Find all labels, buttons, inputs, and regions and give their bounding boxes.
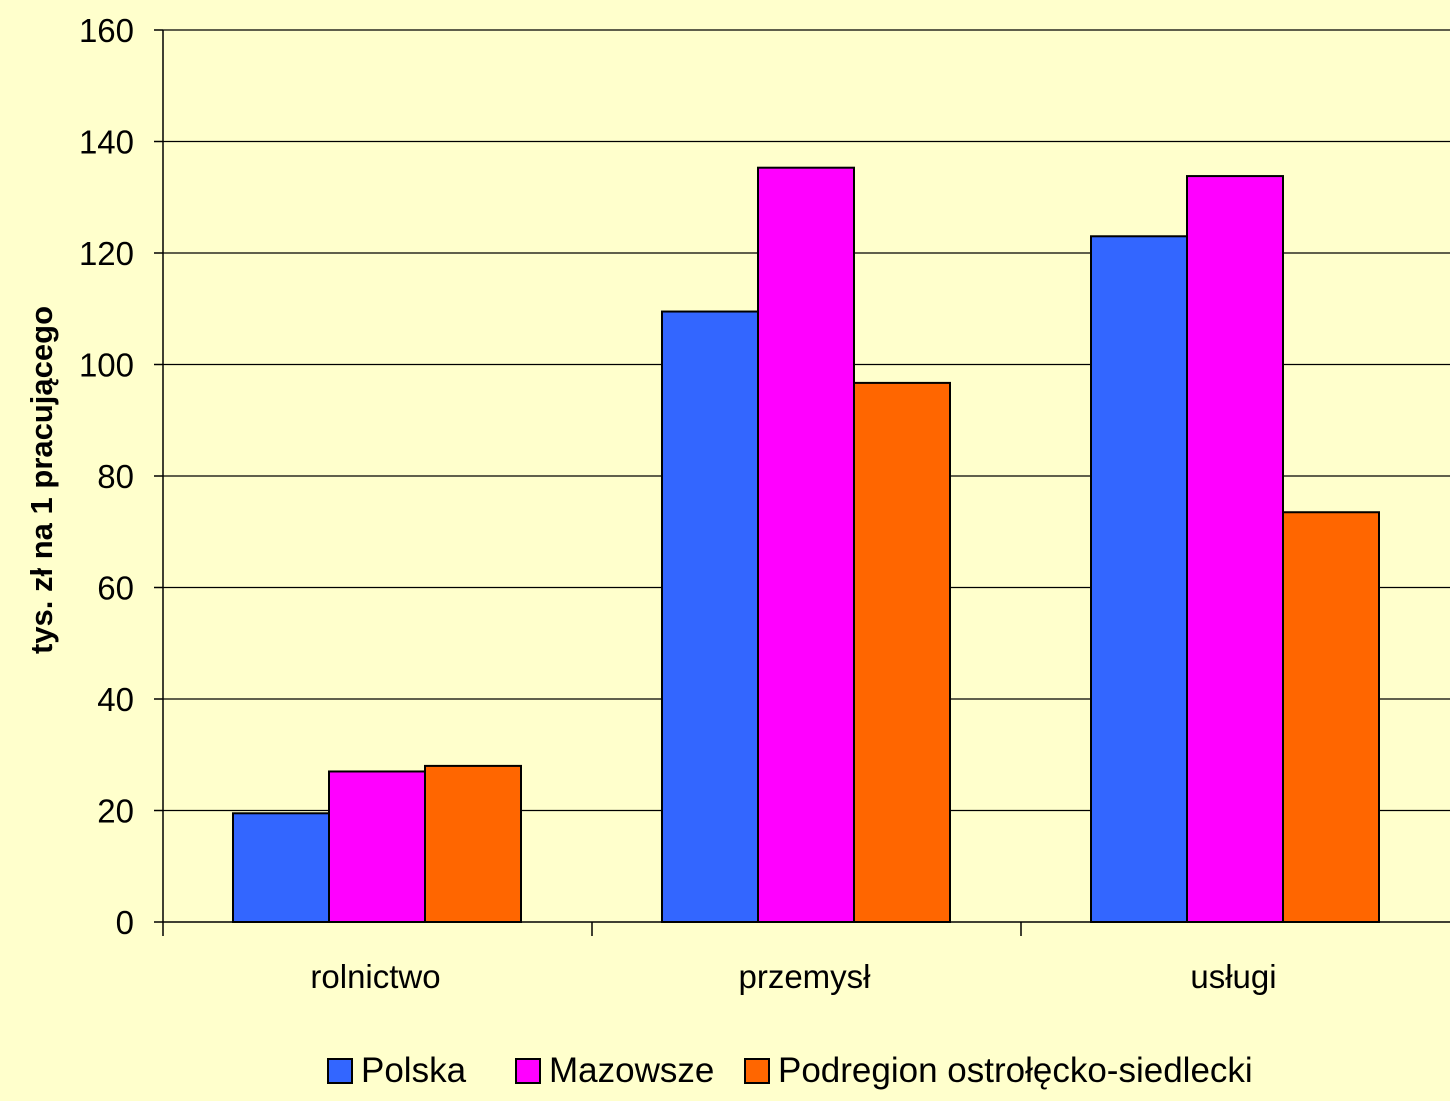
legend-label: Podregion ostrołęcko-siedlecki — [778, 1051, 1253, 1090]
legend-swatch-2 — [744, 1058, 770, 1084]
y-tick-label: 0 — [116, 904, 134, 941]
bar-mazowsze-2 — [1186, 175, 1284, 923]
axes — [162, 30, 1450, 936]
legend-label: Polska — [361, 1051, 467, 1090]
y-tick-label: 20 — [97, 793, 134, 830]
legend: Polska Mazowsze Podregion ostrołęcko-siedl… — [327, 1051, 1253, 1090]
x-category-label: usługi — [1190, 958, 1276, 995]
y-axis-ticks: 0 20 40 60 80 100 120 140 160 — [79, 12, 163, 941]
legend-swatch-1 — [515, 1058, 541, 1084]
y-tick-label: 60 — [97, 570, 134, 607]
y-tick-label: 80 — [97, 458, 134, 495]
x-category-label: przemysł — [738, 958, 871, 995]
bar-podregion-ostro-cko-siedlecki-1 — [853, 381, 951, 923]
bar-polska-0 — [232, 812, 330, 923]
y-axis-label: tys. zł na 1 pracującego — [24, 306, 59, 654]
y-tick-label: 160 — [79, 12, 134, 49]
y-tick-label: 40 — [97, 681, 134, 718]
bar-podregion-ostro-cko-siedlecki-0 — [424, 764, 522, 924]
bars — [232, 166, 1380, 924]
legend-swatch-0 — [327, 1058, 353, 1084]
y-tick-label: 140 — [79, 124, 134, 161]
bar-mazowsze-0 — [328, 770, 426, 923]
bar-mazowsze-1 — [757, 166, 855, 923]
bar-podregion-ostro-cko-siedlecki-2 — [1282, 511, 1380, 923]
y-tick-label: 100 — [79, 347, 134, 384]
bar-polska-2 — [1090, 235, 1188, 923]
legend-label: Mazowsze — [549, 1051, 714, 1090]
x-axis-category-labels: rolnictwo przemysł usługi — [310, 958, 1276, 995]
y-tick-label: 120 — [79, 235, 134, 272]
x-category-label: rolnictwo — [310, 958, 440, 995]
bar-polska-1 — [661, 310, 759, 924]
